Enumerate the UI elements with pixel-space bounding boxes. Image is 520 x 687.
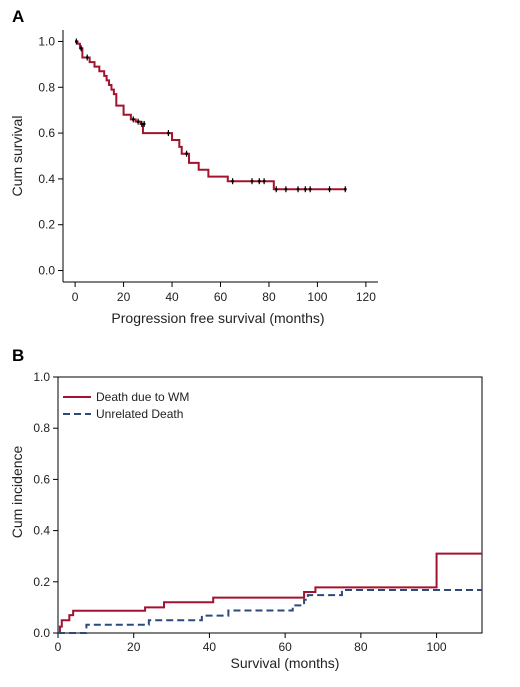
x-tick-label: 100 [427, 640, 447, 654]
censor-dot [328, 187, 331, 191]
censor-dot [85, 56, 89, 59]
censor-dot [343, 187, 347, 191]
x-tick-label: 80 [262, 290, 276, 304]
panel-b-axes: 0.0 0.2 0.4 0.6 0.8 1.0 0 20 40 60 80 100 [33, 370, 483, 654]
x-tick-label: 40 [165, 290, 179, 304]
series-line-death-due-to-wm [58, 552, 482, 634]
panel-b-label: B [12, 346, 24, 365]
legend-label-unrelated-death: Unrelated Death [96, 407, 183, 421]
panel-a-label: A [12, 7, 24, 26]
censor-dot [308, 187, 312, 191]
x-tick-label: 0 [55, 640, 62, 654]
x-tick-label: 100 [307, 290, 327, 304]
panel-b-x-axis-title: Survival (months) [231, 655, 340, 671]
censor-dot [140, 122, 144, 126]
x-tick-label: 80 [354, 640, 368, 654]
censor-dot [142, 122, 146, 126]
series-line-survival-curve [75, 40, 347, 191]
y-tick-label: 0.6 [38, 126, 55, 140]
y-tick-label: 1.0 [33, 370, 50, 384]
y-tick-label: 0.6 [33, 472, 50, 486]
censor-dot [296, 187, 300, 191]
panel-b-plot-area [58, 552, 482, 634]
x-tick-label: 60 [278, 640, 292, 654]
y-tick-label: 1.0 [38, 34, 55, 48]
legend-label-death-due-to-wm: Death due to WM [96, 390, 189, 404]
y-tick-label: 0.0 [33, 626, 50, 640]
y-tick-label: 0.4 [38, 172, 55, 186]
censor-dot [79, 46, 83, 50]
y-tick-label: 0.2 [33, 575, 50, 589]
censor-dot [284, 187, 288, 191]
y-tick-label: 0.0 [38, 264, 55, 278]
x-tick-label: 20 [127, 640, 141, 654]
panel-a-y-axis-title: Cum survival [9, 116, 25, 197]
y-tick-label: 0.4 [33, 524, 50, 538]
y-tick-label: 0.2 [38, 218, 55, 232]
censor-dot [167, 131, 170, 135]
censor-dot [257, 179, 261, 183]
panel-a-axes: 0.0 0.2 0.4 0.6 0.8 1.0 0 20 40 60 80 100 120 [38, 30, 378, 304]
censor-dot [274, 187, 278, 191]
censor-dot [250, 179, 254, 183]
panel-b-y-axis-title: Cum incidence [9, 445, 25, 538]
censor-dot [131, 117, 135, 121]
x-tick-label: 120 [356, 290, 376, 304]
panel-b-legend: Death due to WM Unrelated Death [63, 390, 189, 421]
x-tick-label: 40 [203, 640, 217, 654]
censor-dot [262, 179, 266, 183]
censor-dot [185, 152, 188, 156]
x-tick-label: 20 [117, 290, 131, 304]
panel-b: B 0.0 0.2 0.4 0.6 0.8 1.0 0 20 40 60 80 100 Death d… [9, 346, 483, 671]
panel-a-x-axis-title: Progression free survival (months) [111, 310, 324, 326]
x-tick-label: 60 [214, 290, 228, 304]
plot-frame [57, 376, 483, 634]
y-tick-label: 0.8 [38, 80, 55, 94]
censor-dot [303, 187, 307, 191]
censor-dot [74, 40, 78, 43]
censor-dot [231, 179, 235, 183]
panel-a: A 0.0 0.2 0.4 0.6 0.8 1.0 0 20 40 60 80 100 120 Prog… [9, 7, 378, 326]
panel-a-plot-area [74, 38, 347, 193]
y-tick-label: 0.8 [33, 421, 50, 435]
series-line-unrelated-death [58, 588, 482, 634]
censor-dot [136, 120, 140, 124]
x-tick-label: 0 [72, 290, 79, 304]
